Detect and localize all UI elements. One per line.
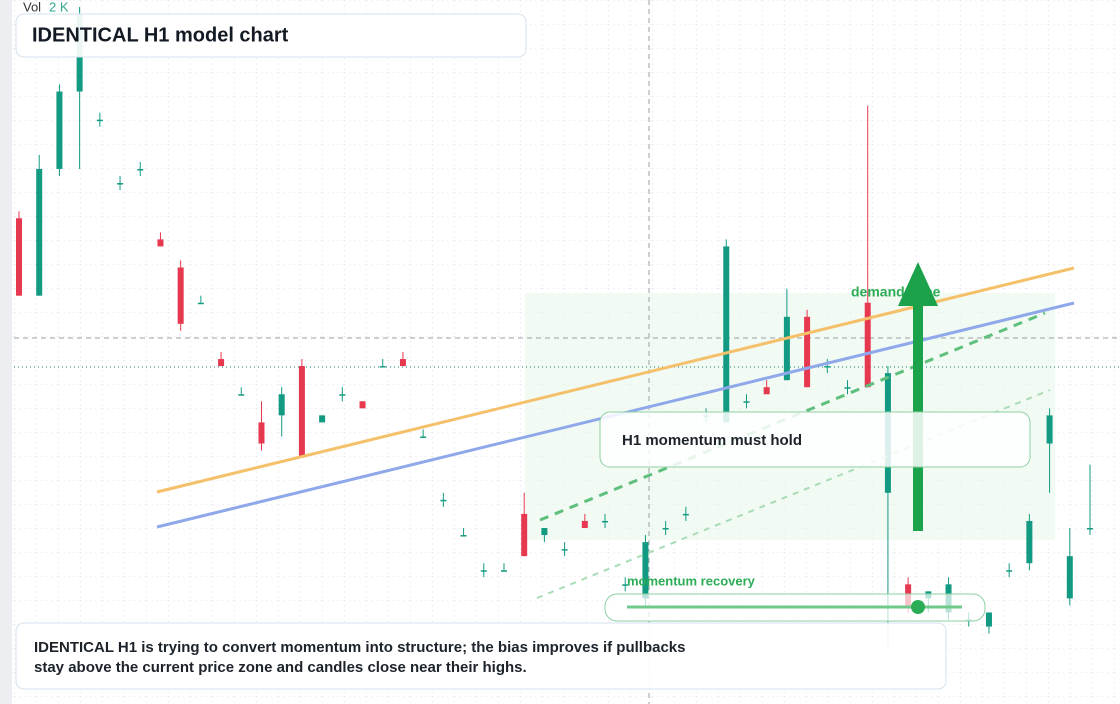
- candle-body: [985, 612, 992, 627]
- description: stay above the current price zone and ca…: [34, 659, 527, 676]
- candle-body: [117, 183, 124, 185]
- volume-value: 2 K: [49, 0, 69, 14]
- candle-body: [500, 570, 507, 572]
- candle-body: [278, 394, 285, 416]
- volume-label: Vol: [23, 0, 41, 14]
- candle-body: [1006, 570, 1013, 572]
- candle-body: [521, 513, 528, 557]
- slider-label: momentum recovery: [627, 573, 756, 588]
- candle-body: [298, 366, 305, 458]
- candle-body: [804, 316, 811, 388]
- candle-body: [137, 168, 144, 171]
- candle-body: [743, 401, 750, 403]
- candle-body: [1087, 528, 1093, 530]
- candle-body: [480, 570, 487, 572]
- candle-body: [96, 119, 103, 122]
- candle-body: [319, 415, 326, 423]
- description: IDENTICAL H1 is trying to convert moment…: [34, 639, 686, 656]
- candle-body: [581, 520, 588, 528]
- candle-body: [561, 549, 568, 551]
- title-box: [15, 13, 527, 58]
- candle-body: [723, 246, 730, 423]
- candle-body: [258, 422, 265, 444]
- candle-body: [379, 366, 386, 368]
- chart-title: IDENTICAL H1 model chart: [32, 24, 289, 46]
- candle-body: [642, 542, 649, 599]
- candle-body: [783, 316, 790, 381]
- left-edge: [0, 0, 12, 704]
- candle-body: [157, 239, 164, 247]
- candle-body: [662, 528, 669, 530]
- candle-body: [844, 387, 851, 389]
- candle-body: [682, 513, 689, 516]
- arrow-head: [898, 262, 938, 306]
- candle-body: [197, 302, 204, 305]
- candle-body: [1026, 520, 1033, 564]
- callout: H1 momentum must hold: [622, 432, 802, 449]
- candle-body: [460, 535, 467, 537]
- slider-thumb[interactable]: [911, 600, 925, 614]
- candle-body: [238, 394, 245, 396]
- candle-body: [602, 520, 609, 523]
- candle-body: [56, 91, 63, 169]
- candle-body: [440, 499, 447, 502]
- candle-body: [1046, 415, 1053, 444]
- candle-body: [824, 366, 831, 368]
- candle-body: [36, 168, 43, 296]
- callout-box: [599, 411, 1031, 468]
- candle-body: [864, 302, 871, 388]
- description-box: [15, 622, 947, 690]
- candle-body: [339, 394, 346, 396]
- candle-body: [218, 359, 225, 367]
- candle-body: [177, 267, 184, 324]
- candle-body: [1066, 556, 1073, 599]
- candle-body: [399, 359, 406, 367]
- candle-body: [359, 401, 366, 409]
- candle-body: [541, 528, 548, 536]
- candle-body: [622, 584, 629, 586]
- candle-body: [763, 387, 770, 395]
- candle-body: [420, 436, 427, 438]
- candle-body: [16, 218, 22, 296]
